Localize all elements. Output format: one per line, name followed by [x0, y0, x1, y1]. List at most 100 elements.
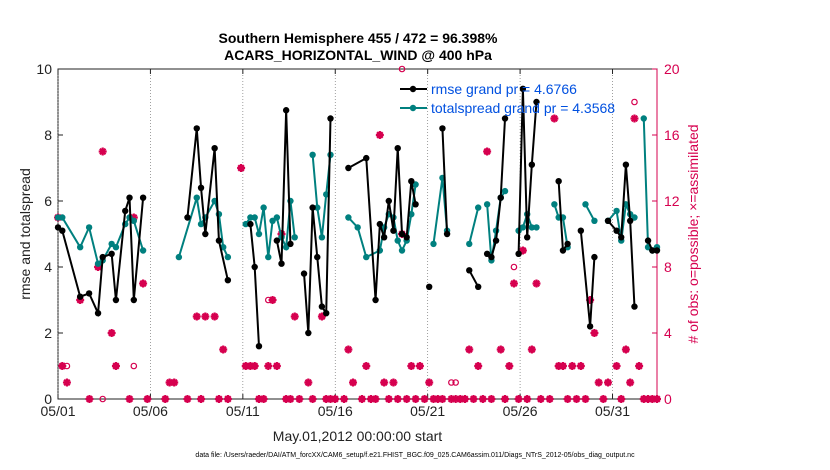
totalspread-point [291, 234, 298, 241]
rmse-point [390, 227, 397, 234]
totalspread-point [94, 260, 102, 267]
rmse-point [412, 201, 419, 208]
obs-possible-marker [510, 263, 518, 271]
rmse-point [122, 207, 129, 215]
rmse-point [323, 310, 330, 317]
rmse-point [398, 230, 406, 238]
obs-assimilated-marker [599, 395, 608, 403]
obs-assimilated-marker [85, 395, 94, 403]
rmse-point [591, 253, 598, 261]
rmse-point [604, 217, 612, 224]
obs-assimilated-marker [201, 312, 210, 321]
totalspread-point [260, 204, 267, 211]
totalspread-point [59, 214, 66, 221]
totalspread-point [251, 214, 258, 221]
totalspread-point [613, 207, 620, 215]
obs-assimilated-marker [223, 395, 232, 403]
obs-assimilated-marker [264, 362, 273, 370]
obs-assimilated-marker [558, 362, 567, 370]
obs-assimilated-marker [344, 345, 353, 354]
obs-assimilated-marker [576, 362, 585, 370]
totalspread-point [85, 224, 93, 231]
obs-assimilated-marker [568, 362, 577, 370]
totalspread-point [224, 253, 232, 261]
obs-possible-marker [130, 362, 138, 370]
obs-assimilated-marker [536, 395, 545, 403]
obs-assimilated-marker [295, 395, 304, 403]
obs-assimilated-marker [581, 395, 590, 403]
rmse-point [618, 234, 625, 241]
rmse-point [318, 303, 326, 310]
obs-assimilated-marker [393, 395, 402, 403]
rmse-point [251, 263, 258, 271]
totalspread-point [273, 214, 281, 221]
y-tick-label: 8 [44, 127, 52, 143]
rmse-point [497, 194, 504, 201]
rmse-point [126, 194, 133, 201]
rmse-point [523, 234, 531, 241]
rmse-point [282, 107, 290, 114]
obs-assimilated-marker [317, 312, 326, 321]
rmse-point [372, 296, 379, 304]
x-tick-label: 05/16 [318, 403, 353, 419]
obs-assimilated-marker [259, 395, 268, 403]
obs-assimilated-marker [474, 362, 483, 370]
rmse-point [130, 296, 138, 304]
rmse-point [515, 250, 522, 257]
rmse-point [273, 237, 281, 244]
x-tick-label: 05/31 [595, 403, 630, 419]
obs-assimilated-marker [465, 345, 474, 354]
obs-assimilated-marker [420, 395, 429, 403]
totalspread-line [468, 207, 480, 245]
obs-assimilated-marker [375, 131, 384, 139]
rmse-point [197, 184, 205, 191]
rmse-point [363, 154, 370, 162]
obs-assimilated-marker [626, 378, 635, 387]
obs-assimilated-marker [630, 114, 639, 123]
obs-assimilated-marker [514, 395, 523, 403]
rmse-point [528, 161, 536, 168]
x-tick-label: 05/01 [40, 403, 75, 419]
rmse-point [501, 115, 509, 122]
obs-assimilated-marker [402, 395, 411, 403]
obs-assimilated-marker [362, 362, 371, 370]
rmse-point [559, 247, 567, 254]
rmse-point [622, 161, 630, 168]
totalspread-point [197, 220, 205, 228]
obs-assimilated-marker [340, 395, 349, 403]
rmse-point [649, 247, 656, 254]
y-tick-label: 2 [44, 325, 52, 341]
obs-assimilated-marker [58, 362, 67, 370]
obs-assimilated-marker [192, 312, 201, 321]
totalspread-point [466, 240, 473, 248]
rmse-point [626, 217, 634, 224]
obs-assimilated-marker [505, 362, 514, 370]
obs-possible-marker [99, 395, 107, 403]
rmse-point [376, 220, 384, 228]
obs-assimilated-marker [210, 312, 219, 321]
data-file-footnote: data file: /Users/raeder/DAI/ATM_forcXX/… [195, 452, 635, 459]
totalspread-point [130, 217, 138, 224]
rmse-point [247, 220, 254, 228]
obs-assimilated-marker [590, 329, 599, 337]
totalspread-point [139, 247, 147, 254]
x-tick-label: 05/11 [226, 403, 260, 419]
totalspread-point [528, 224, 536, 231]
obs-assimilated-marker [111, 362, 120, 370]
obs-assimilated-marker [635, 362, 644, 370]
rmse-point [255, 343, 263, 350]
totalspread-point [640, 115, 647, 122]
rmse-line [441, 128, 449, 235]
legend-marker [409, 85, 417, 93]
obs-possible-marker [448, 379, 455, 386]
obs-assimilated-marker [272, 362, 281, 370]
rmse-point [193, 125, 200, 132]
totalspread-point [76, 244, 84, 251]
rmse-point [613, 227, 620, 234]
rmse-point [139, 194, 147, 201]
obs-possible-marker [398, 65, 406, 73]
rmse-point [443, 230, 451, 238]
totalspread-point [255, 230, 263, 238]
obs-assimilated-marker [250, 362, 259, 370]
obs-assimilated-marker [509, 279, 518, 288]
